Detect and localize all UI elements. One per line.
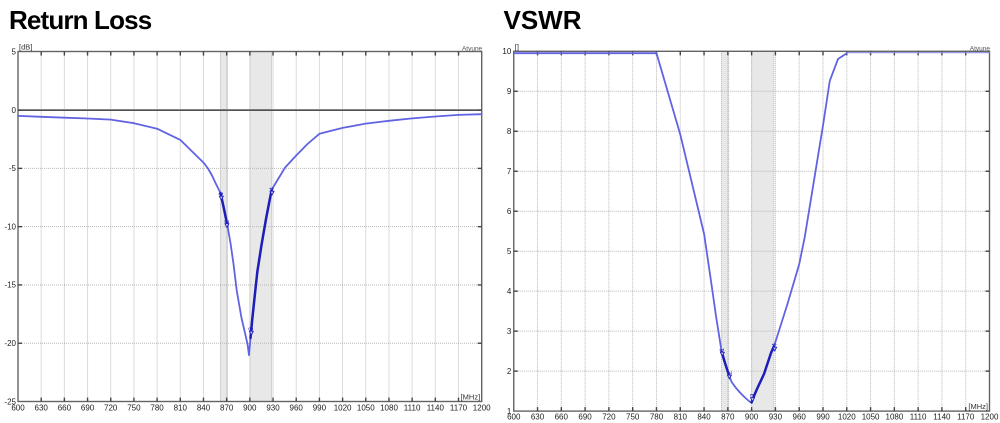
svg-text:750: 750 [626, 413, 640, 422]
svg-text:-5: -5 [9, 164, 17, 173]
svg-text:1200: 1200 [981, 413, 999, 422]
svg-text:7: 7 [507, 167, 512, 176]
svg-text:[MHz]: [MHz] [968, 402, 988, 411]
svg-text:930: 930 [266, 404, 280, 413]
svg-text:-25: -25 [4, 397, 16, 406]
svg-text:1020: 1020 [838, 413, 856, 422]
svg-text:6: 6 [507, 207, 512, 216]
svg-text:3: 3 [248, 327, 255, 331]
svg-text:870: 870 [721, 413, 735, 422]
svg-text:1: 1 [719, 348, 726, 352]
svg-text:Atyune: Atyune [462, 45, 483, 52]
svg-text:[dB]: [dB] [19, 42, 32, 51]
svg-text:1080: 1080 [380, 404, 398, 413]
svg-text:4: 4 [772, 343, 779, 347]
svg-text:9: 9 [507, 87, 512, 96]
svg-text:2: 2 [224, 219, 231, 223]
svg-text:720: 720 [104, 404, 118, 413]
svg-text:[]: [] [515, 42, 519, 51]
svg-text:690: 690 [81, 404, 95, 413]
svg-text:600: 600 [507, 413, 521, 422]
svg-text:810: 810 [674, 413, 688, 422]
svg-text:10: 10 [502, 47, 511, 56]
svg-text:[MHz]: [MHz] [461, 393, 481, 402]
svg-text:720: 720 [602, 413, 616, 422]
svg-text:690: 690 [578, 413, 592, 422]
svg-text:840: 840 [697, 413, 711, 422]
svg-text:-15: -15 [4, 281, 16, 290]
svg-text:Return Loss: Return Loss [9, 5, 152, 35]
svg-text:660: 660 [58, 404, 72, 413]
svg-text:1080: 1080 [886, 413, 904, 422]
svg-text:3: 3 [507, 327, 512, 336]
svg-text:1020: 1020 [334, 404, 352, 413]
svg-text:4: 4 [269, 187, 276, 191]
svg-text:840: 840 [197, 404, 211, 413]
svg-text:4: 4 [507, 287, 512, 296]
svg-text:1: 1 [218, 192, 225, 196]
svg-text:0: 0 [12, 106, 17, 115]
svg-text:1170: 1170 [450, 404, 468, 413]
svg-text:780: 780 [650, 413, 664, 422]
svg-text:990: 990 [816, 413, 830, 422]
svg-text:5: 5 [507, 247, 512, 256]
svg-text:630: 630 [35, 404, 49, 413]
svg-text:1140: 1140 [427, 404, 445, 413]
svg-text:1110: 1110 [404, 404, 421, 413]
svg-text:2: 2 [507, 367, 512, 376]
svg-text:630: 630 [531, 413, 545, 422]
svg-text:990: 990 [313, 404, 327, 413]
svg-text:VSWR: VSWR [504, 5, 582, 35]
svg-text:930: 930 [769, 413, 783, 422]
svg-text:3: 3 [749, 393, 756, 397]
svg-text:750: 750 [127, 404, 141, 413]
svg-text:960: 960 [793, 413, 807, 422]
svg-text:1200: 1200 [473, 404, 491, 413]
svg-text:1140: 1140 [933, 413, 951, 422]
svg-text:900: 900 [745, 413, 759, 422]
svg-text:2: 2 [726, 370, 733, 374]
svg-text:660: 660 [555, 413, 569, 422]
svg-text:5: 5 [12, 48, 17, 57]
svg-text:1050: 1050 [862, 413, 880, 422]
svg-text:-20: -20 [4, 339, 16, 348]
svg-text:600: 600 [11, 404, 25, 413]
svg-text:1050: 1050 [357, 404, 375, 413]
svg-text:-10: -10 [4, 223, 16, 232]
svg-text:870: 870 [220, 404, 234, 413]
svg-text:1170: 1170 [957, 413, 975, 422]
svg-text:900: 900 [243, 404, 257, 413]
svg-text:960: 960 [290, 404, 304, 413]
svg-text:810: 810 [174, 404, 188, 413]
svg-text:Atyune: Atyune [970, 45, 991, 52]
svg-text:1: 1 [507, 407, 512, 416]
svg-text:1110: 1110 [910, 413, 927, 422]
svg-text:780: 780 [150, 404, 164, 413]
svg-text:8: 8 [507, 127, 512, 136]
